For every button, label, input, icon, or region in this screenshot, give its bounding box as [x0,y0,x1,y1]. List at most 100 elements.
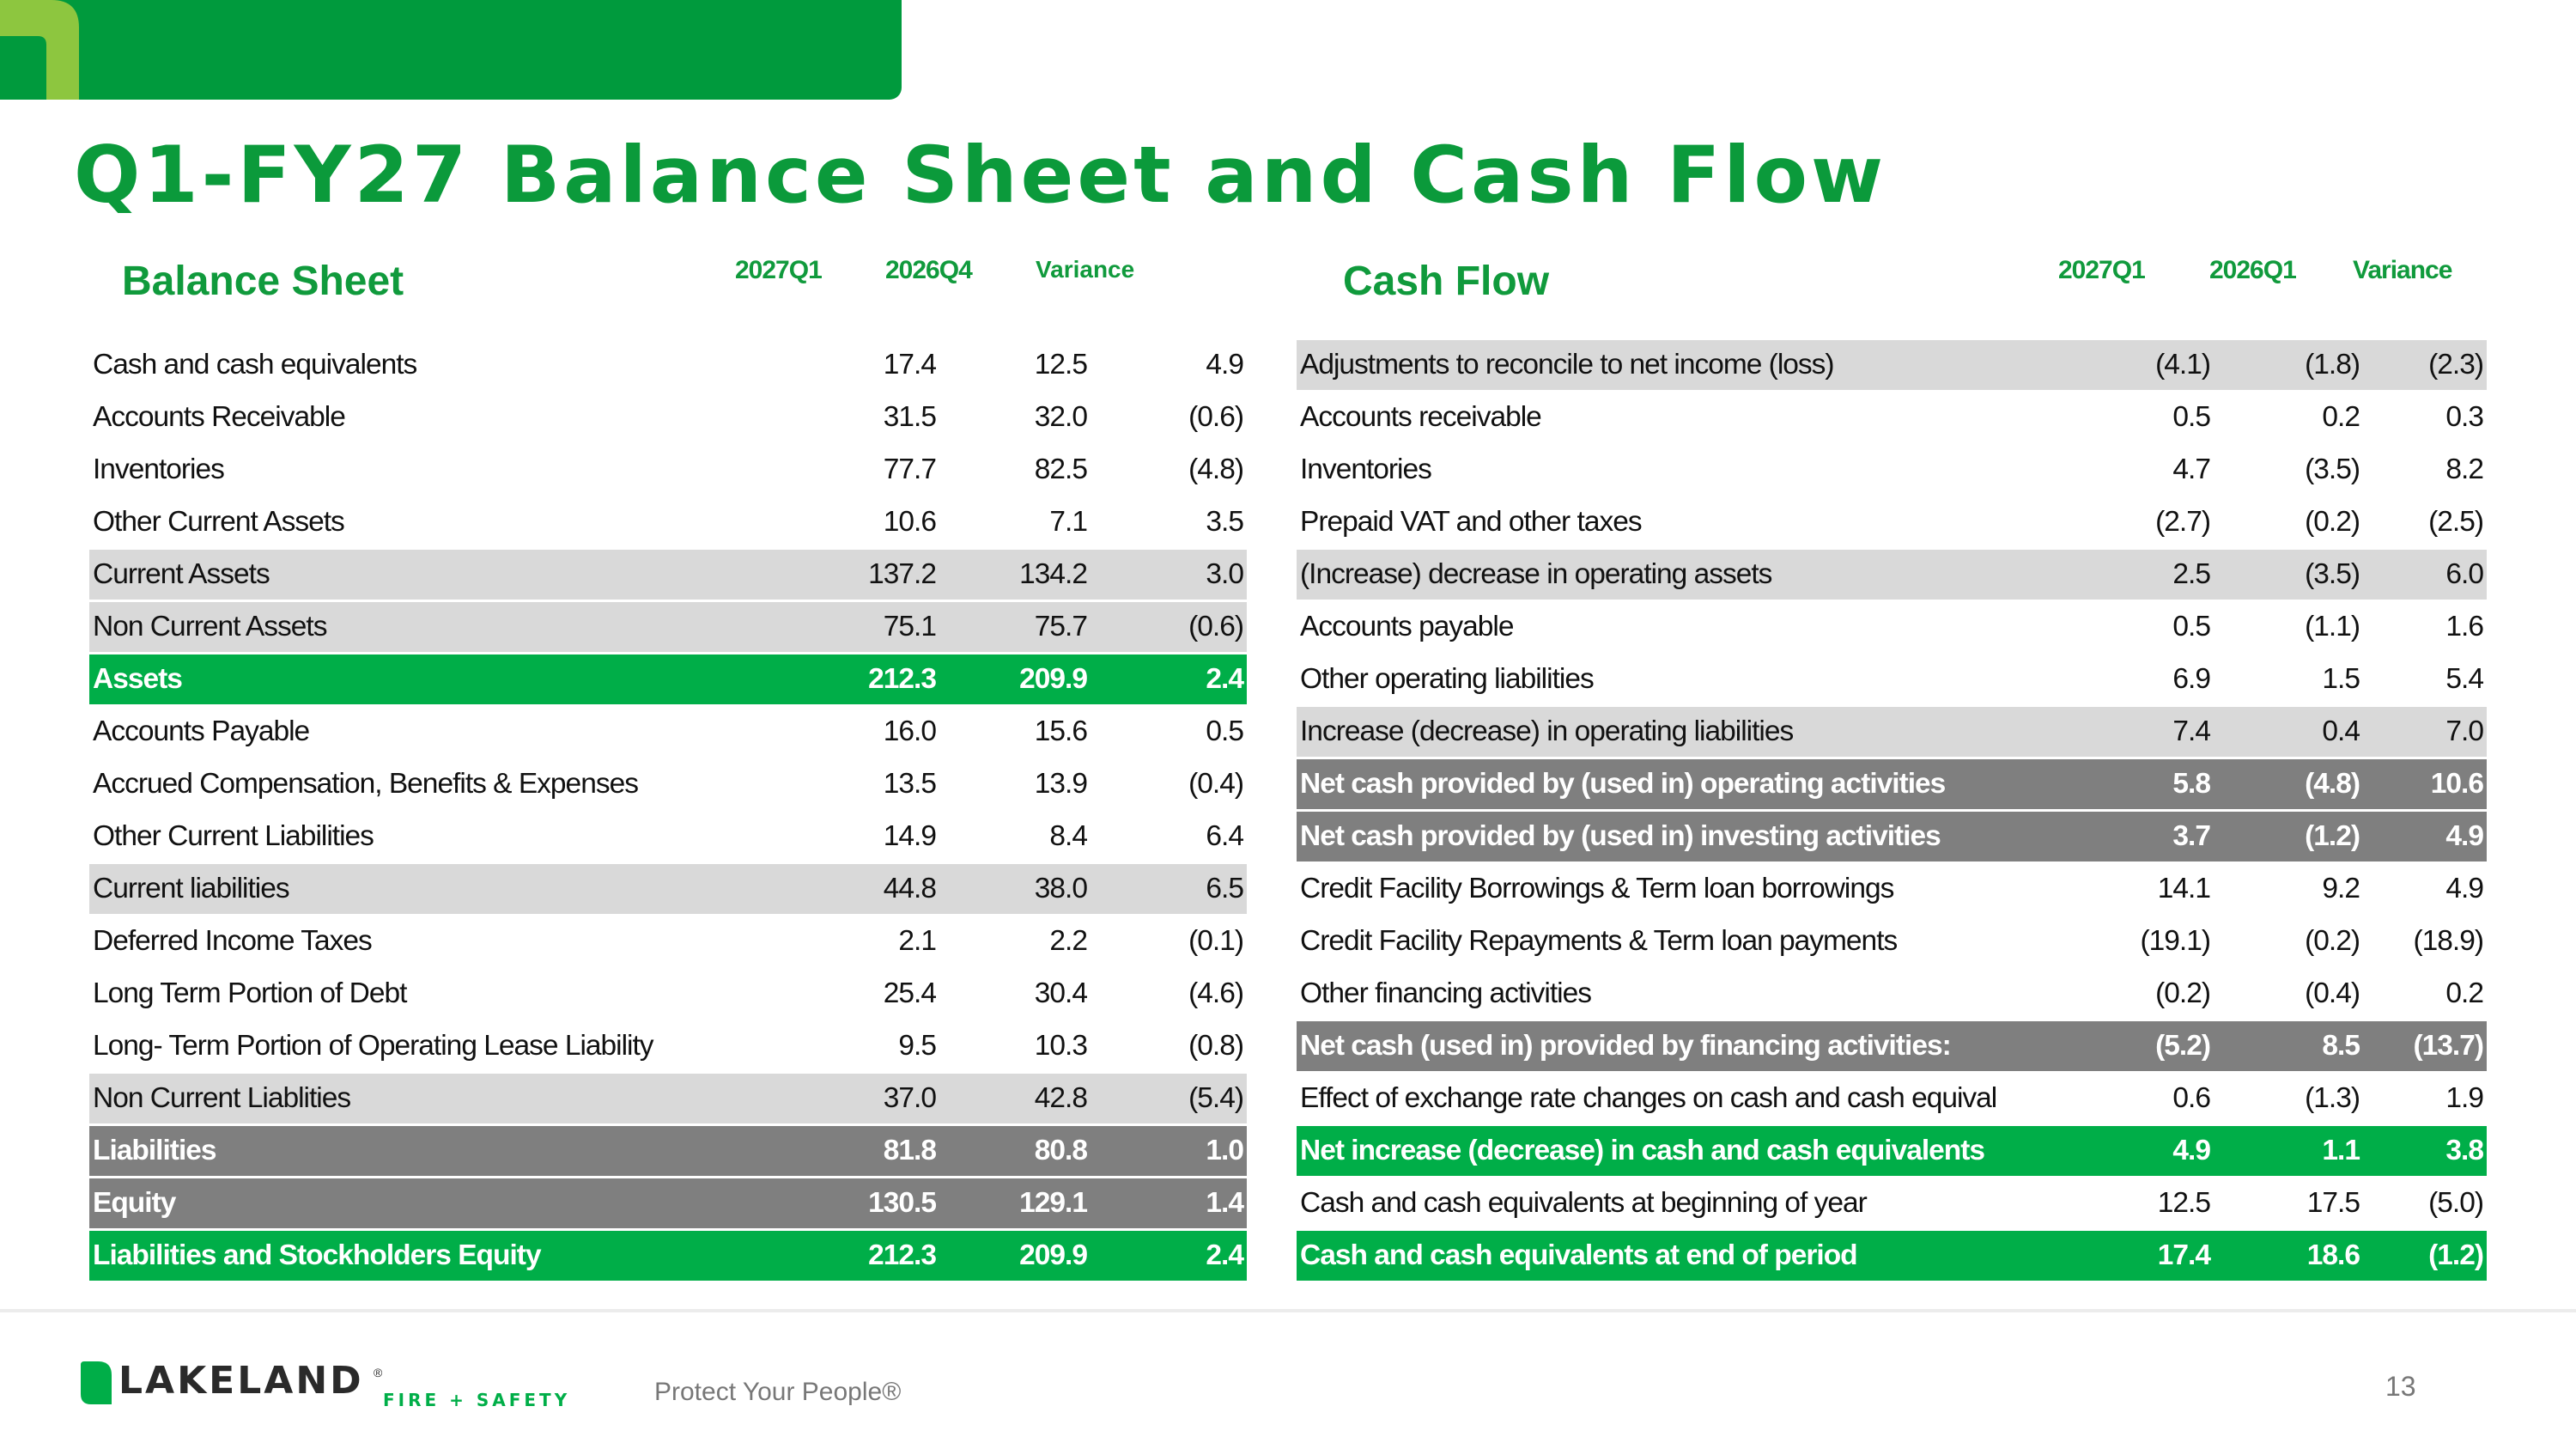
bs-row-value: 2.4 [1091,1231,1247,1283]
bs-row-label: Inventories [89,445,787,497]
page-number: 13 [2385,1371,2416,1402]
cf-row-value: 0.2 [2214,393,2363,445]
cf-row-label: Other financing activities [1297,969,2071,1021]
bs-row-value: 4.9 [1091,340,1247,393]
bs-row-value: 2.1 [787,916,939,969]
bs-row: Liabilities 81.8 80.8 1.0 [89,1126,1247,1178]
cf-row-value: (3.5) [2214,550,2363,602]
bs-row-value: 8.4 [939,812,1091,864]
cf-row-label: Credit Facility Borrowings & Term loan b… [1297,864,2071,916]
bs-row-label: Accounts Payable [89,707,787,759]
cf-row-label: Net cash (used in) provided by financing… [1297,1021,2071,1074]
cf-row: Net cash (used in) provided by financing… [1297,1021,2487,1074]
cf-row: Effect of exchange rate changes on cash … [1297,1074,2487,1126]
cf-row-label: Accounts receivable [1297,393,2071,445]
cash-flow-table: Adjustments to reconcile to net income (… [1297,340,2487,1283]
cf-row: Cash and cash equivalents at beginning o… [1297,1178,2487,1231]
cash-flow-title: Cash Flow [1343,259,1550,304]
cf-row-value: 1.5 [2214,654,2363,707]
tagline: Protect Your People® [654,1378,902,1406]
cf-row-value: (19.1) [2071,916,2214,969]
cf-row-value: 17.4 [2071,1231,2214,1283]
cf-row-value: (2.3) [2363,340,2487,393]
footer-divider [0,1309,2576,1312]
bs-row: Deferred Income Taxes 2.1 2.2 (0.1) [89,916,1247,969]
bs-row-label: Current liabilities [89,864,787,916]
cf-row-value: 0.3 [2363,393,2487,445]
bs-row-value: 6.4 [1091,812,1247,864]
bs-row-value: 77.7 [787,445,939,497]
bs-row-label: Long Term Portion of Debt [89,969,787,1021]
bs-row-value: 81.8 [787,1126,939,1178]
cf-row-value: 0.6 [2071,1074,2214,1126]
bs-row-value: 3.5 [1091,497,1247,550]
bs-row: Cash and cash equivalents 17.4 12.5 4.9 [89,340,1247,393]
cf-row: Accounts payable 0.5 (1.1) 1.6 [1297,602,2487,654]
bs-row-label: Other Current Assets [89,497,787,550]
cf-row-value: 18.6 [2214,1231,2363,1283]
cf-row-value: (1.8) [2214,340,2363,393]
bs-row: Accounts Payable 16.0 15.6 0.5 [89,707,1247,759]
bs-row-value: (5.4) [1091,1074,1247,1126]
cf-row-label: (Increase) decrease in operating assets [1297,550,2071,602]
cf-row-value: 1.6 [2363,602,2487,654]
cf-row-value: 14.1 [2071,864,2214,916]
cf-row-label: Accounts payable [1297,602,2071,654]
bs-row-value: 17.4 [787,340,939,393]
bs-row-value: 1.0 [1091,1126,1247,1178]
bs-row-value: (4.8) [1091,445,1247,497]
cf-row-value: 4.9 [2071,1126,2214,1178]
bs-row: Current liabilities 44.8 38.0 6.5 [89,864,1247,916]
bs-row-value: 31.5 [787,393,939,445]
cf-row: Net increase (decrease) in cash and cash… [1297,1126,2487,1178]
cf-row-value: 2.5 [2071,550,2214,602]
bs-row: Equity 130.5 129.1 1.4 [89,1178,1247,1231]
bs-row-value: 209.9 [939,1231,1091,1283]
cf-row-value: (4.1) [2071,340,2214,393]
cf-row-value: 8.2 [2363,445,2487,497]
bs-row-label: Non Current Assets [89,602,787,654]
bs-row-value: 212.3 [787,1231,939,1283]
header-bar [0,0,902,100]
bs-row-value: 3.0 [1091,550,1247,602]
brand-name: LAKELAND [118,1359,364,1403]
bs-row-label: Other Current Liabilities [89,812,787,864]
bs-row: Long- Term Portion of Operating Lease Li… [89,1021,1247,1074]
cf-row-value: (5.0) [2363,1178,2487,1231]
bs-row: Non Current Liablities 37.0 42.8 (5.4) [89,1074,1247,1126]
bs-row: Accounts Receivable 31.5 32.0 (0.6) [89,393,1247,445]
cf-row-value: 12.5 [2071,1178,2214,1231]
cf-row-label: Net increase (decrease) in cash and cash… [1297,1126,2071,1178]
cf-row-value: 4.9 [2363,864,2487,916]
cf-row-value: (0.2) [2071,969,2214,1021]
cf-row-value: 1.9 [2363,1074,2487,1126]
cf-col-head-3: Variance [2353,256,2452,284]
bs-row-label: Equity [89,1178,787,1231]
cf-row-value: (18.9) [2363,916,2487,969]
cf-row-label: Effect of exchange rate changes on cash … [1297,1074,2071,1126]
bs-col-head-2: 2026Q4 [885,256,973,284]
cf-row-value: 6.0 [2363,550,2487,602]
bs-row-value: 7.1 [939,497,1091,550]
bs-row-value: 25.4 [787,969,939,1021]
cf-col-head-1: 2027Q1 [2058,256,2146,284]
cf-row-value: 0.5 [2071,602,2214,654]
bs-row: Other Current Liabilities 14.9 8.4 6.4 [89,812,1247,864]
bs-row-value: 130.5 [787,1178,939,1231]
bs-row-value: 32.0 [939,393,1091,445]
bs-row-value: 15.6 [939,707,1091,759]
bs-row-value: 137.2 [787,550,939,602]
cf-row-value: 8.5 [2214,1021,2363,1074]
cf-row-label: Increase (decrease) in operating liabili… [1297,707,2071,759]
bs-row-value: 80.8 [939,1126,1091,1178]
cf-row-value: (13.7) [2363,1021,2487,1074]
bs-row-value: (0.4) [1091,759,1247,812]
cf-row: Credit Facility Repayments & Term loan p… [1297,916,2487,969]
cf-row-value: (2.7) [2071,497,2214,550]
bs-row-label: Deferred Income Taxes [89,916,787,969]
cf-row-value: 0.2 [2363,969,2487,1021]
page-title: Q1-FY27 Balance Sheet and Cash Flow [74,131,1887,221]
cf-row-value: (2.5) [2363,497,2487,550]
cf-row-label: Inventories [1297,445,2071,497]
bs-row-value: 0.5 [1091,707,1247,759]
